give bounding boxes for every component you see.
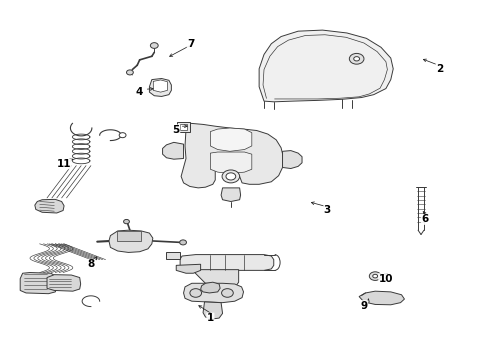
Bar — [179, 124, 187, 130]
Circle shape — [353, 57, 359, 61]
Circle shape — [368, 272, 380, 280]
Text: 5: 5 — [172, 125, 180, 135]
Text: 10: 10 — [378, 274, 392, 284]
Circle shape — [150, 42, 158, 48]
Polygon shape — [180, 255, 273, 270]
Polygon shape — [35, 199, 64, 213]
Text: 11: 11 — [57, 159, 71, 169]
Circle shape — [221, 289, 233, 297]
Text: 1: 1 — [206, 313, 214, 323]
Polygon shape — [149, 78, 171, 96]
Polygon shape — [259, 30, 392, 102]
Circle shape — [123, 220, 129, 224]
Bar — [117, 231, 141, 241]
Circle shape — [126, 70, 133, 75]
Circle shape — [179, 240, 186, 245]
Polygon shape — [203, 302, 222, 319]
Polygon shape — [210, 152, 251, 174]
Polygon shape — [162, 142, 183, 159]
Circle shape — [372, 274, 377, 278]
Bar — [176, 122, 190, 132]
Text: 9: 9 — [360, 301, 367, 311]
Text: 2: 2 — [435, 64, 442, 74]
Polygon shape — [181, 123, 283, 188]
Polygon shape — [176, 264, 200, 273]
Polygon shape — [210, 128, 251, 151]
Polygon shape — [191, 270, 238, 289]
Text: 7: 7 — [187, 39, 194, 49]
Polygon shape — [282, 150, 302, 168]
Circle shape — [225, 173, 235, 180]
Text: 4: 4 — [136, 87, 143, 97]
Polygon shape — [200, 282, 220, 293]
Polygon shape — [221, 188, 240, 202]
Polygon shape — [183, 283, 243, 303]
Polygon shape — [109, 230, 153, 252]
Circle shape — [348, 53, 363, 64]
Circle shape — [189, 289, 201, 297]
Polygon shape — [20, 273, 57, 294]
Text: 3: 3 — [323, 206, 330, 216]
Polygon shape — [166, 252, 180, 259]
Text: 6: 6 — [421, 215, 427, 224]
Polygon shape — [47, 275, 81, 291]
Circle shape — [119, 133, 126, 138]
Circle shape — [222, 170, 239, 183]
Polygon shape — [358, 291, 404, 305]
Polygon shape — [153, 80, 167, 92]
Text: 8: 8 — [87, 259, 94, 269]
